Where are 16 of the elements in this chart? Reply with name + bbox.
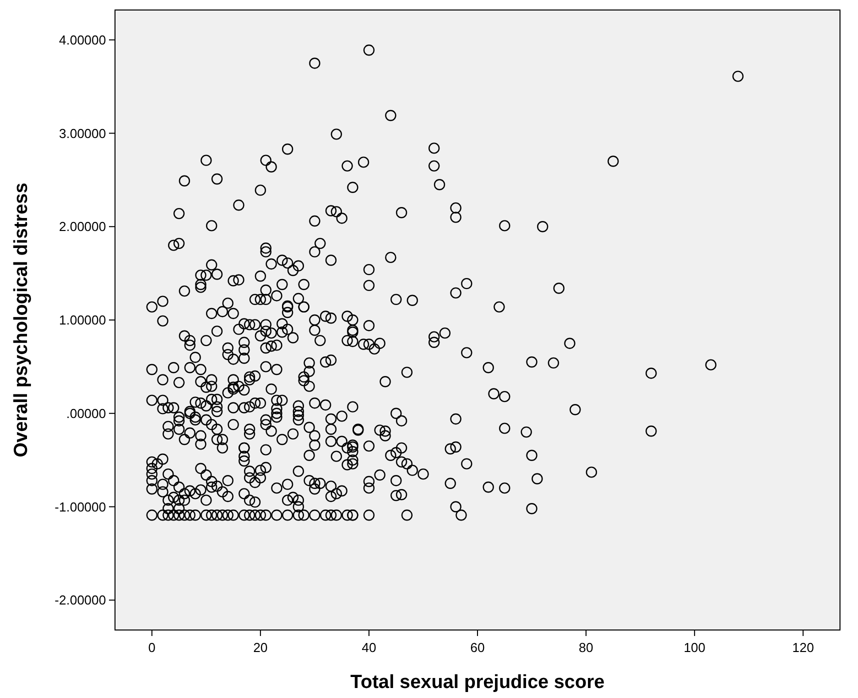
x-tick-label: 0 xyxy=(148,640,156,655)
x-tick-label: 40 xyxy=(362,640,376,655)
x-tick-label: 120 xyxy=(792,640,814,655)
y-tick-label: 4.00000 xyxy=(59,32,106,48)
y-tick-label: 3.00000 xyxy=(59,126,106,141)
y-tick-label: 1.00000 xyxy=(59,312,106,328)
y-axis-title: Overall psychological distress xyxy=(11,182,32,458)
y-tick-label: -1.00000 xyxy=(54,499,106,514)
x-axis-title: Total sexual prejudice score xyxy=(350,672,605,693)
x-tick-label: 80 xyxy=(578,640,594,655)
x-tick-label: 60 xyxy=(470,640,485,655)
y-tick-label: -2.00000 xyxy=(54,592,106,608)
y-tick-label: .00000 xyxy=(66,406,106,421)
x-tick-label: 100 xyxy=(684,640,706,655)
x-tick-label: 20 xyxy=(253,640,268,655)
y-tick-label: 2.00000 xyxy=(59,219,106,234)
